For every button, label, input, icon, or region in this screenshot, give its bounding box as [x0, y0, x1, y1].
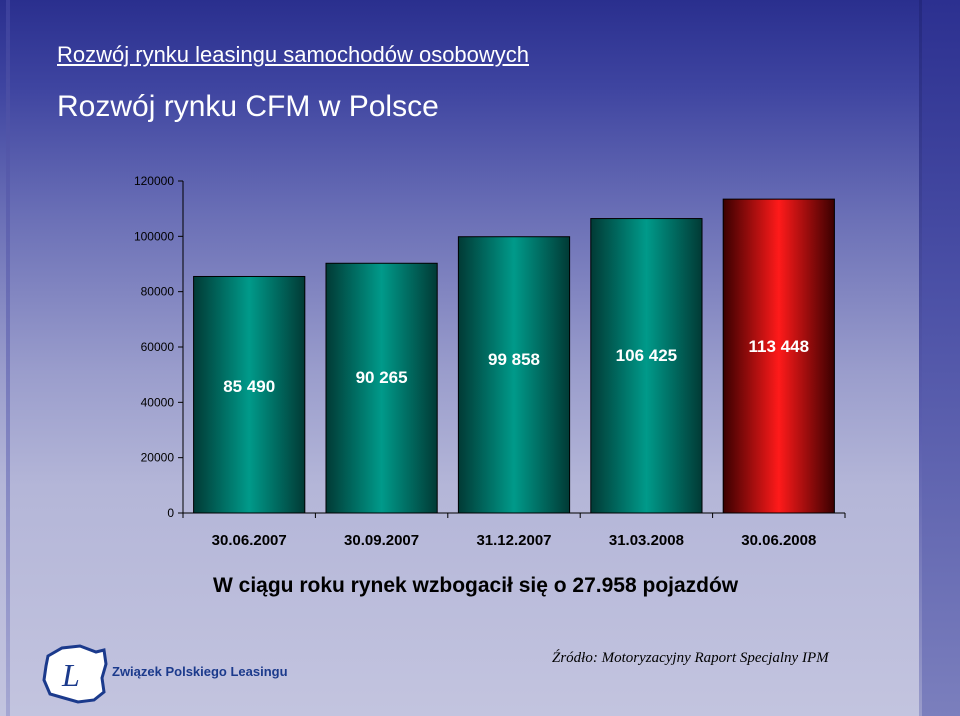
category-label: 31.03.2008: [609, 532, 684, 549]
bar-31.03.2008: [590, 218, 703, 514]
bar-30.06.2008: [722, 198, 835, 514]
y-axis: 0 20000 40000 60000 80000 100000 120000: [134, 174, 184, 520]
data-label: 113 448: [749, 337, 810, 356]
data-labels-group: 85 490 90 265 99 858 106 425 113 448: [223, 337, 809, 396]
y-tick-label: 120000: [134, 174, 174, 188]
category-label: 30.09.2007: [344, 532, 419, 549]
bar-30.09.2007: [325, 262, 438, 514]
category-label: 31.12.2007: [476, 532, 551, 549]
source-note: Źródło: Motoryzacyjny Raport Specjalny I…: [552, 650, 829, 666]
bar-31.12.2007: [457, 236, 571, 514]
y-tick-label: 80000: [141, 285, 175, 299]
y-tick-label: 40000: [141, 395, 175, 409]
summary-text: W ciągu roku rynek wzbogacił się o 27.95…: [213, 574, 739, 597]
y-tick-label: 100000: [134, 229, 174, 243]
category-label: 30.06.2007: [212, 532, 287, 549]
poland-map-L-logo-icon: L: [42, 644, 108, 704]
x-axis: 30.06.2007 30.09.2007 31.12.2007 31.03.2008…: [182, 512, 846, 549]
data-label: 99 858: [488, 350, 540, 369]
data-label: 90 265: [356, 368, 408, 387]
y-tick-label: 20000: [141, 451, 175, 465]
logo-text: Związek Polskiego Leasingu: [112, 664, 288, 679]
y-tick-label: 60000: [141, 340, 175, 354]
svg-text:L: L: [61, 657, 80, 693]
data-label: 85 490: [223, 377, 275, 396]
y-tick-label: 0: [167, 506, 174, 520]
slide-subtitle: Rozwój rynku CFM w Polsce: [57, 90, 439, 123]
data-label: 106 425: [616, 346, 677, 365]
slide-title: Rozwój rynku leasingu samochodów osobowy…: [57, 42, 530, 67]
category-label: 30.06.2008: [741, 532, 816, 549]
bars-group: [193, 198, 835, 514]
bar-30.06.2007: [193, 275, 306, 514]
